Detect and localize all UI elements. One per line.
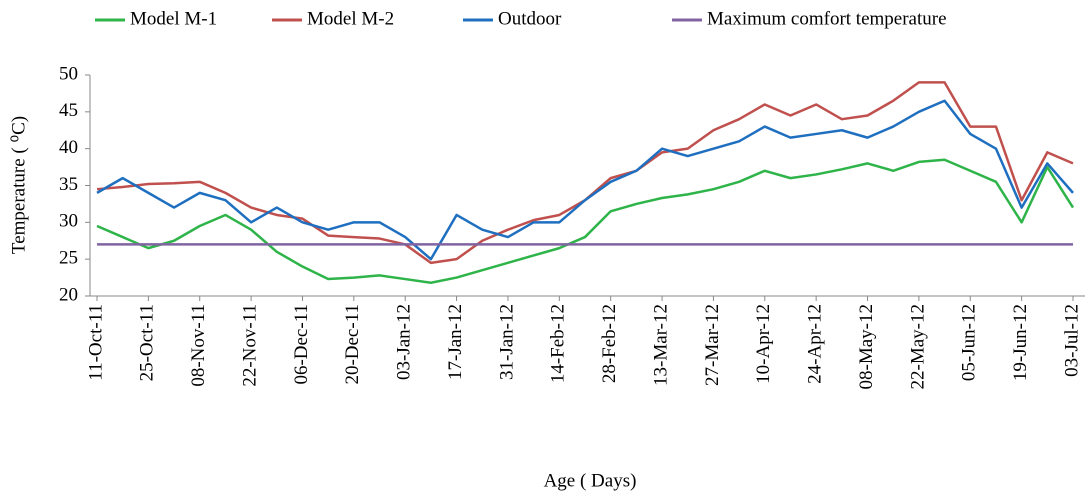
x-tick-label: 06-Dec-11: [291, 304, 312, 385]
x-tick-label: 14-Feb-12: [548, 304, 569, 383]
x-tick-label: 08-Nov-11: [188, 304, 209, 387]
y-tick-label: 35: [59, 174, 78, 195]
x-tick-label: 27-Mar-12: [702, 304, 723, 386]
x-tick-label: 22-May-12: [907, 304, 928, 389]
x-tick-label: 20-Dec-11: [342, 304, 363, 385]
x-tick-label: 03-Jan-12: [394, 304, 415, 380]
x-tick-label: 17-Jan-12: [445, 304, 466, 380]
legend-label: Maximum comfort temperature: [707, 8, 947, 29]
y-tick-label: 40: [59, 137, 78, 158]
x-tick-label: 25-Oct-11: [137, 304, 158, 381]
x-tick-label: 10-Apr-12: [753, 304, 774, 384]
y-tick-label: 45: [59, 100, 78, 121]
x-tick-label: 03-Jul-12: [1061, 304, 1082, 377]
x-tick-label: 24-Apr-12: [805, 304, 826, 384]
y-tick-label: 50: [59, 63, 78, 84]
legend-label: Outdoor: [498, 8, 562, 29]
x-tick-label: 31-Jan-12: [496, 304, 517, 380]
series-line: [96, 99, 1074, 261]
x-tick-label: 19-Jun-12: [1010, 304, 1031, 381]
x-tick-label: 13-Mar-12: [650, 304, 671, 386]
x-tick-label: 05-Jun-12: [959, 304, 980, 381]
legend-label: Model M-2: [307, 8, 394, 29]
y-tick-label: 30: [59, 211, 78, 232]
y-tick-label: 20: [59, 284, 78, 305]
legend-label: Model M-1: [130, 8, 217, 29]
x-tick-label: 28-Feb-12: [599, 304, 620, 383]
series-line: [96, 158, 1075, 284]
x-axis-title: Age ( Days): [544, 470, 637, 491]
y-axis-title: Temperature ( ⁰C): [8, 116, 29, 254]
x-tick-label: 11-Oct-11: [85, 304, 106, 381]
y-tick-label: 25: [59, 248, 78, 269]
x-tick-label: 22-Nov-11: [239, 304, 260, 387]
x-tick-label: 08-May-12: [856, 304, 877, 389]
